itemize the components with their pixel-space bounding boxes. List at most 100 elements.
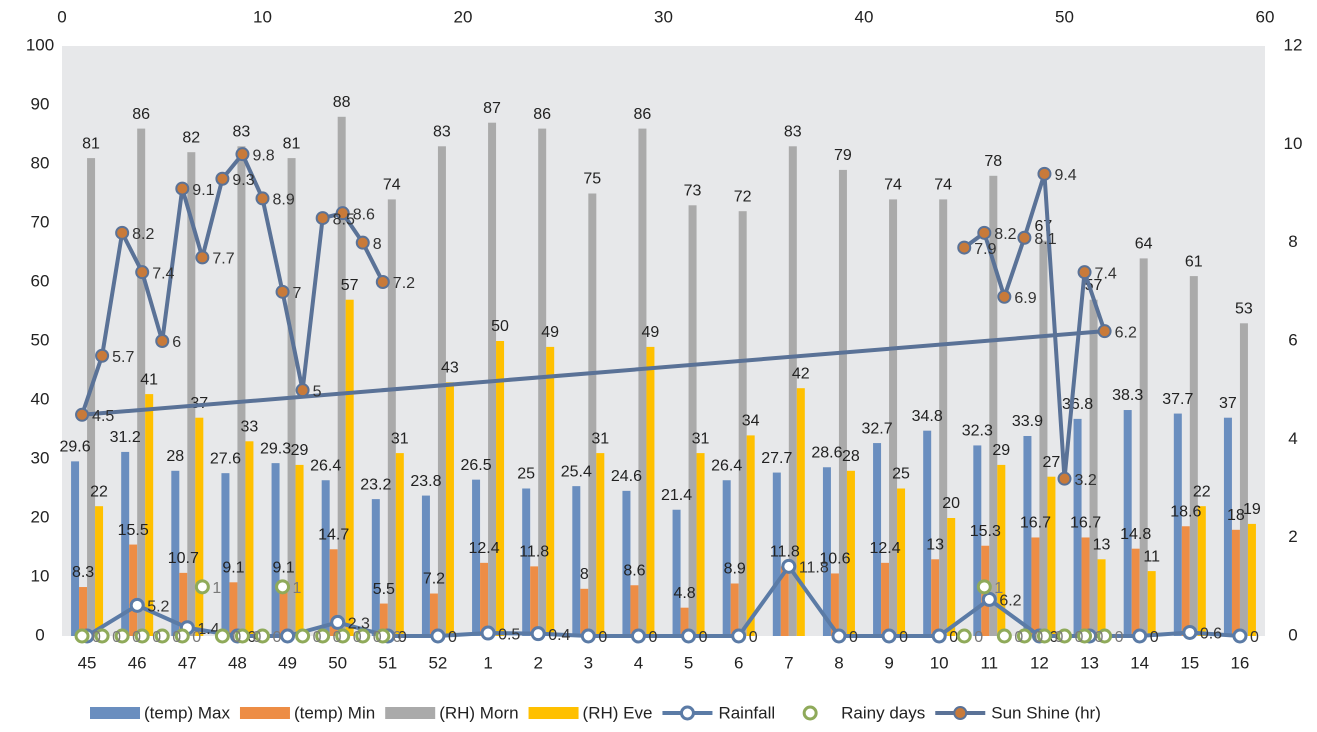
marker [255, 628, 270, 644]
data-label: 0 [1014, 629, 1023, 646]
marker [976, 579, 992, 595]
data-label: 41 [140, 371, 158, 388]
data-label: 7.4 [152, 265, 174, 282]
data-label: 81 [283, 135, 301, 152]
marker [355, 235, 370, 250]
data-label: 0 [92, 629, 101, 646]
marker [681, 628, 697, 644]
data-label: 12.4 [468, 540, 499, 557]
data-label: 74 [383, 177, 401, 194]
x-tick-label: 45 [78, 653, 97, 672]
y-tick-label: 40 [31, 389, 50, 408]
bar [1039, 240, 1048, 636]
bar [1073, 418, 1082, 636]
data-label: 86 [533, 106, 551, 123]
bar [71, 461, 80, 636]
data-label: 0 [849, 629, 858, 646]
data-label: 0 [949, 629, 958, 646]
data-label: 31 [591, 430, 609, 447]
bar [846, 470, 855, 636]
data-label: 7.2 [393, 275, 415, 292]
marker [1057, 628, 1072, 644]
data-label: 29.6 [59, 439, 90, 456]
data-label: 9.3 [232, 172, 254, 189]
bar [245, 441, 254, 636]
bar [596, 453, 605, 636]
y-tick-label: 20 [31, 507, 50, 526]
data-label: 9.1 [192, 182, 214, 199]
data-label: 43 [441, 360, 459, 377]
bar [1173, 413, 1182, 636]
data-label: 24.6 [611, 468, 642, 485]
bar [572, 486, 581, 636]
x-tick-label: 11 [980, 653, 998, 672]
trend-line [81, 329, 1105, 417]
bar [788, 146, 797, 637]
marker [280, 628, 296, 644]
data-label: 0 [393, 629, 402, 646]
bar [923, 430, 932, 636]
bar [221, 473, 230, 636]
data-label: 27 [1043, 454, 1061, 471]
bar [838, 169, 847, 636]
x-tick-label: 8 [834, 653, 843, 672]
data-label: 0 [1250, 629, 1259, 646]
data-label: 0 [974, 629, 983, 646]
data-label: 26.4 [711, 457, 742, 474]
bar [345, 299, 354, 636]
marker [135, 265, 150, 280]
plot-area [62, 46, 1265, 636]
marker [215, 171, 230, 186]
marker [255, 191, 270, 206]
data-label: 6.2 [999, 593, 1021, 610]
bar [989, 175, 998, 637]
bar [237, 146, 246, 637]
bar [1239, 323, 1248, 636]
data-label: 0 [1150, 629, 1159, 646]
data-label: 29 [992, 442, 1010, 459]
data-label: 27.6 [210, 450, 241, 467]
marker [194, 579, 210, 595]
data-label: 57 [341, 277, 359, 294]
data-label: 33 [241, 419, 259, 436]
bar [145, 394, 154, 636]
legend-swatch [528, 707, 579, 719]
marker [315, 211, 330, 226]
data-label: 0 [373, 629, 382, 646]
data-label: 0 [1054, 629, 1063, 646]
data-label: 8.3 [72, 564, 94, 581]
data-label: 42 [792, 365, 810, 382]
bar [546, 346, 555, 636]
data-label: 1 [212, 580, 221, 597]
marker [234, 628, 250, 644]
bar [271, 463, 280, 636]
bar [722, 480, 731, 636]
data-label: 20 [942, 495, 960, 512]
bar [830, 573, 839, 636]
x-tick-label: 6 [734, 653, 743, 672]
data-label: 29.3 [260, 440, 291, 457]
data-label: 28 [842, 448, 860, 465]
marker [175, 181, 190, 196]
data-label: 14.7 [318, 526, 349, 543]
data-label: 4.8 [673, 585, 695, 602]
legend-swatch [239, 707, 290, 719]
data-label: 7.2 [423, 571, 445, 588]
data-label: 0.6 [1200, 626, 1222, 643]
bar [496, 341, 505, 636]
marker [275, 579, 291, 595]
bar [973, 445, 982, 636]
bar [1181, 526, 1190, 636]
bar [646, 346, 655, 636]
marker [330, 614, 346, 630]
legend-swatch [90, 707, 140, 719]
x-tick-label: 3 [584, 653, 593, 672]
marker [430, 628, 446, 644]
bar [939, 199, 948, 636]
x-tick-label: 51 [378, 653, 397, 672]
legend-swatch [385, 707, 436, 719]
marker [94, 628, 110, 644]
data-label: 8.6 [353, 206, 375, 223]
x-tick-label: 15 [1180, 653, 1199, 672]
bar [897, 488, 906, 636]
